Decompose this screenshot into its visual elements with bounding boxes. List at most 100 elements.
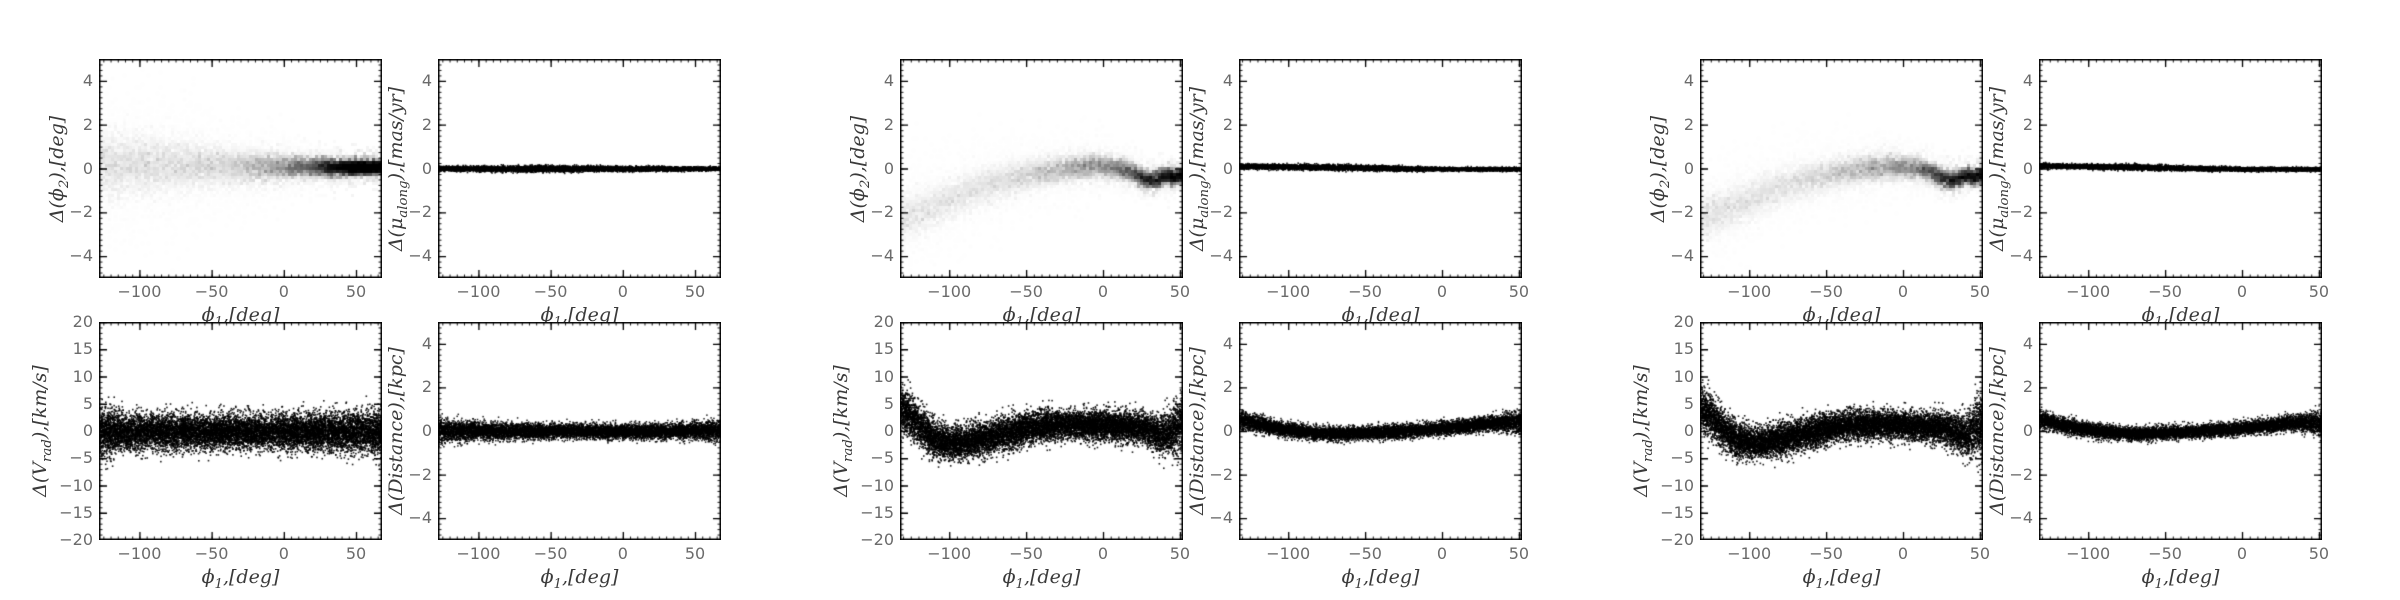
y-axis-label: Δ(μalong),[mas/yr]	[1986, 86, 2012, 251]
y-tick-label: −4	[69, 246, 93, 266]
x-axis-label: ϕ1,[deg]	[1281, 304, 1481, 330]
y-tick-label: −4	[408, 508, 432, 528]
x-tick-label: −100	[1266, 282, 1311, 301]
x-tick-label: 0	[2236, 544, 2248, 563]
label-subscript: 1	[1015, 576, 1024, 592]
y-tick-label: −10	[860, 475, 894, 495]
panel-g1-top-right-canvas	[438, 59, 721, 278]
label-subscript: 1	[1354, 576, 1363, 592]
x-tick-label: −100	[2066, 544, 2111, 563]
x-tick-label: 50	[1508, 544, 1530, 563]
y-tick-label: −2	[408, 464, 432, 484]
y-tick-label: −2	[69, 202, 93, 222]
x-axis-label: ϕ1,[deg]	[1802, 566, 1881, 592]
y-tick-label: 20	[1673, 312, 1694, 331]
x-tick-label: −100	[1727, 544, 1772, 563]
label-subscript: 1	[1815, 576, 1824, 592]
y-axis-label: Δ(ϕ2),[deg]	[1647, 115, 1673, 222]
x-tick-label: 0	[1897, 544, 1909, 563]
panel-g3-top-left-canvas	[1700, 59, 1983, 278]
x-tick-label: 50	[1969, 282, 1991, 301]
x-tick-label: 0	[278, 282, 289, 301]
y-tick-label: 4	[883, 70, 894, 90]
x-tick-label: −50	[1809, 544, 1843, 563]
y-tick-label: 4	[1683, 70, 1694, 90]
y-tick-label: −2	[1209, 464, 1233, 484]
y-tick-label: 4	[421, 333, 432, 353]
x-tick-label: −100	[1727, 282, 1772, 301]
label-subscript: along	[1996, 179, 2012, 218]
x-tick-label: 0	[1436, 282, 1448, 301]
y-tick-label: 4	[1222, 333, 1233, 353]
y-tick-label: −5	[69, 448, 93, 468]
y-tick-label: 0	[82, 421, 93, 440]
y-tick-label: −5	[1670, 448, 1694, 468]
x-axis-label: ϕ1,[deg]	[480, 304, 680, 330]
panel-g3-bottom-right-canvas	[2039, 322, 2322, 540]
y-tick-label: 0	[883, 421, 894, 440]
y-tick-label: −4	[408, 246, 432, 266]
y-tick-label: −2	[408, 202, 432, 222]
y-axis-label: Δ(Vrad),[km/s]	[830, 365, 856, 497]
y-tick-label: −2	[2009, 202, 2033, 222]
x-tick-label: 50	[1169, 544, 1191, 563]
label-subscript: along	[1196, 179, 1212, 218]
y-tick-label: 4	[421, 70, 432, 90]
y-tick-label: −5	[870, 448, 894, 468]
panel-g1-bottom-left-canvas	[99, 322, 382, 540]
y-tick-label: −4	[2009, 246, 2033, 266]
y-tick-label: 2	[1222, 114, 1233, 134]
x-axis-label: ϕ1,[deg]	[201, 566, 280, 592]
y-tick-label: 15	[1673, 339, 1694, 359]
y-tick-label: 0	[1222, 158, 1233, 178]
y-tick-label: −4	[1670, 246, 1694, 266]
y-tick-label: 0	[82, 158, 93, 178]
x-tick-label: 50	[684, 282, 706, 301]
y-tick-label: −20	[1660, 530, 1694, 549]
y-axis-label: Δ(μalong),[mas/yr]	[1186, 86, 1212, 251]
y-tick-label: 10	[1673, 366, 1694, 386]
x-tick-label: −50	[1009, 282, 1043, 301]
y-tick-label: 4	[2022, 333, 2033, 353]
y-tick-label: −2	[1670, 202, 1694, 222]
y-tick-label: 20	[873, 312, 894, 331]
panel-g2-bottom-left-canvas	[900, 322, 1183, 540]
x-tick-label: 0	[617, 544, 628, 563]
y-tick-label: 0	[1683, 158, 1694, 178]
y-tick-label: 10	[873, 366, 894, 386]
panel-g3-top-right-canvas	[2039, 59, 2322, 278]
panel-g1-bottom-right-canvas	[438, 322, 721, 540]
x-tick-label: −100	[456, 282, 501, 301]
y-axis-label: Δ(ϕ2),[deg]	[847, 115, 873, 222]
x-tick-label: −100	[927, 282, 972, 301]
y-tick-label: 2	[1683, 114, 1694, 134]
y-tick-label: 5	[883, 393, 894, 413]
y-tick-label: −4	[870, 246, 894, 266]
y-tick-label: 0	[2022, 421, 2033, 440]
y-tick-label: 4	[2022, 70, 2033, 90]
x-tick-label: −50	[533, 282, 568, 301]
y-tick-label: −10	[59, 475, 93, 495]
y-tick-label: 2	[421, 114, 432, 134]
label-subscript: rad	[1640, 439, 1656, 462]
x-tick-label: 0	[1436, 544, 1448, 563]
y-axis-label: Δ(μalong),[mas/yr]	[385, 86, 411, 251]
x-tick-label: 0	[278, 544, 289, 563]
y-tick-label: −15	[59, 502, 93, 522]
y-tick-label: 5	[82, 393, 93, 413]
y-axis-label: Δ(Vrad),[km/s]	[29, 365, 55, 497]
y-axis-label: Δ(Distance),[kpc]	[1986, 347, 2008, 515]
x-tick-label: −50	[1809, 282, 1843, 301]
x-axis-label: ϕ1,[deg]	[540, 566, 619, 592]
y-tick-label: −20	[59, 530, 93, 549]
panel-g1-top-left-canvas	[99, 59, 382, 278]
x-tick-label: −100	[2066, 282, 2111, 301]
x-axis-label: ϕ1,[deg]	[2081, 304, 2281, 330]
y-tick-label: −15	[1660, 502, 1694, 522]
y-tick-label: 2	[421, 377, 432, 397]
panel-g2-top-right-canvas	[1239, 59, 1522, 278]
panel-g2-top-left-canvas	[900, 59, 1183, 278]
x-tick-label: 0	[1097, 282, 1109, 301]
panel-g2-bottom-right-canvas	[1239, 322, 1522, 540]
x-tick-label: 50	[1969, 544, 1991, 563]
